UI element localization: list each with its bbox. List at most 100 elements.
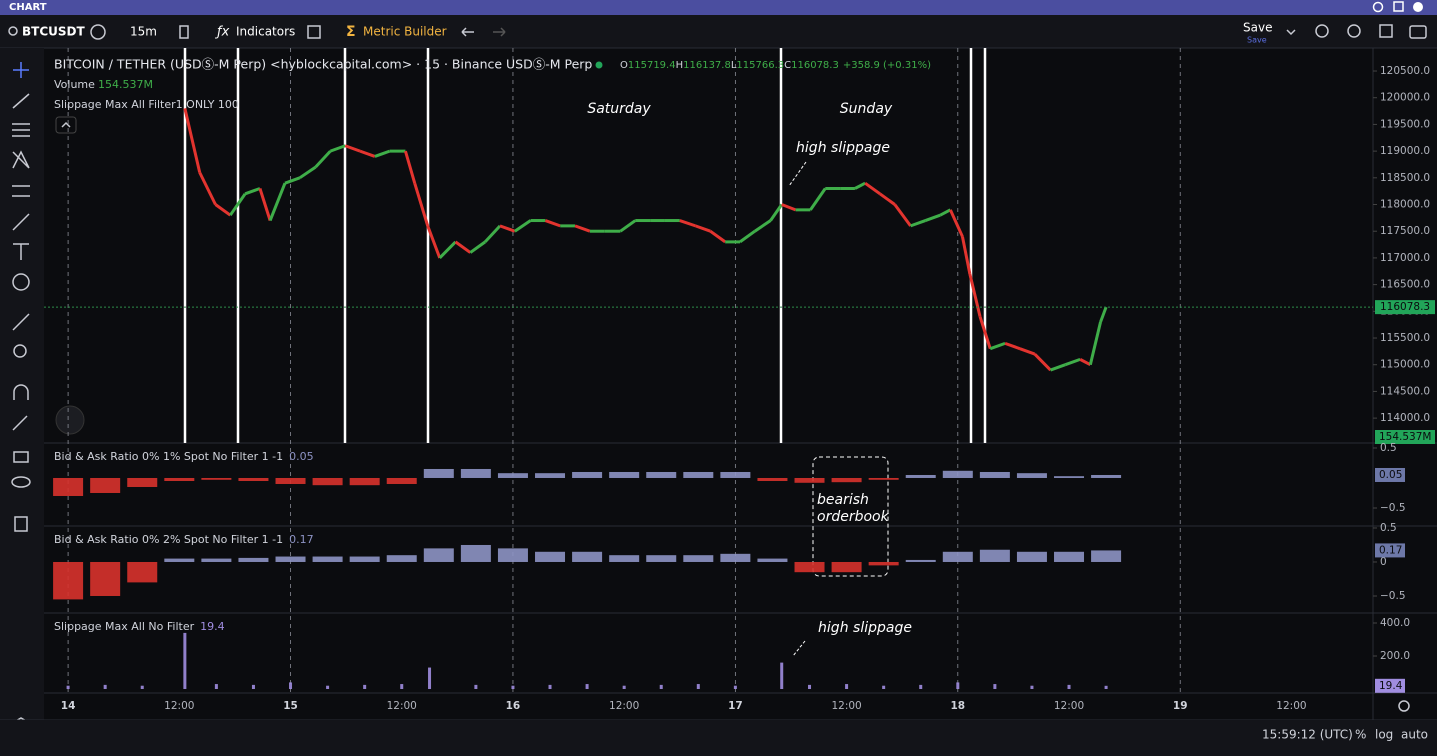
line-tool[interactable] (12, 93, 30, 109)
collapse-button[interactable] (55, 116, 77, 134)
indicator-bar (275, 556, 306, 562)
refresh[interactable] (1372, 1, 1384, 13)
indicator-bar (428, 667, 432, 690)
indicator-bar (460, 544, 491, 562)
fullscreen[interactable] (1379, 24, 1393, 38)
change: +358.9 (+0.31%) (843, 60, 931, 71)
indicator-bar (572, 551, 603, 562)
indicator-bar (993, 684, 997, 690)
y-tick-label: 117000.0 (1380, 252, 1430, 264)
status-bar (0, 720, 1437, 756)
price-segment (1088, 321, 1102, 366)
redo[interactable] (493, 27, 506, 37)
y-tick-label: −0.5 (1380, 590, 1406, 602)
price-segment (939, 208, 952, 217)
auto-toggle[interactable]: auto (1401, 728, 1428, 742)
annotation: Saturday (587, 101, 651, 117)
window-controls[interactable] (1372, 1, 1424, 13)
indicator-bar (238, 477, 269, 481)
price-segment (513, 219, 532, 233)
indicator-bar (53, 477, 84, 496)
clock: 15:59:12 (UTC) (1262, 728, 1353, 742)
indicator-bar (535, 551, 566, 562)
annotation: high slippage (818, 620, 912, 636)
price-segment (544, 219, 561, 228)
quick-search[interactable] (1315, 24, 1329, 38)
price-segment (753, 219, 772, 233)
indicator-bar (609, 471, 640, 478)
ohlc-key: H (676, 60, 684, 71)
pane-value: 19.4 (200, 620, 225, 633)
indicator-bar (780, 662, 784, 690)
pattern-tool[interactable] (12, 150, 30, 169)
price-segment (978, 316, 992, 350)
indicator-bar (696, 684, 700, 690)
indicator-bar (460, 468, 491, 478)
indicator-bar (127, 477, 158, 487)
price-segment (438, 240, 457, 259)
lock-tool[interactable] (13, 451, 29, 463)
screenshot[interactable] (1409, 25, 1427, 39)
price-segment (960, 236, 972, 275)
trash-tool[interactable] (14, 516, 28, 532)
save-menu[interactable] (1286, 29, 1296, 36)
value-tag (1375, 678, 1405, 693)
symbol[interactable]: BTCUSDT (22, 25, 85, 39)
add-symbol[interactable] (90, 24, 106, 40)
indicator-bar (794, 477, 825, 483)
indicator-bar (90, 561, 121, 596)
lock-drawings[interactable] (12, 415, 28, 431)
indicator-bar (1104, 685, 1108, 690)
ruler-tool[interactable] (12, 313, 30, 331)
search-icon[interactable] (8, 26, 18, 36)
emoji-tool[interactable] (12, 273, 30, 291)
interval[interactable]: 15m (130, 25, 157, 39)
price-segment (404, 150, 417, 184)
live-dot (595, 61, 603, 69)
logo (55, 405, 85, 435)
text-tool[interactable] (13, 243, 29, 260)
price-segment (1004, 341, 1021, 351)
indicators[interactable]: Indicators (236, 25, 295, 39)
price-segment (695, 224, 711, 233)
value-tag-label: 0.05 (1379, 469, 1402, 481)
indicator-bar (497, 548, 528, 562)
price-segment (769, 203, 783, 222)
chart-type[interactable] (179, 25, 189, 39)
indicator-bar (808, 684, 812, 690)
indicator-bar (90, 477, 121, 493)
metric-builder[interactable]: Metric Builder (363, 25, 447, 39)
magnet-tool[interactable] (13, 384, 29, 400)
indicator-label: Slippage Max All Filter1 ONLY 100 (54, 98, 239, 111)
layouts[interactable] (307, 25, 321, 39)
settings[interactable] (1347, 24, 1361, 38)
indicator-bar (868, 477, 899, 480)
indicator-bar (956, 682, 960, 690)
price-segment (229, 192, 247, 217)
undo[interactable] (461, 27, 474, 37)
crosshair-tool[interactable] (13, 62, 29, 78)
indicator-bar (757, 558, 788, 562)
price-segment (413, 182, 430, 227)
fib-tool[interactable] (12, 123, 30, 137)
percent-toggle[interactable]: % (1355, 728, 1366, 742)
ohlc-legend: O115719.4H116137.8L115766.3C116078.3 +358… (620, 60, 931, 71)
visibility-tool[interactable] (11, 476, 31, 488)
zoom-tool[interactable] (13, 344, 27, 358)
indicator-bar (312, 556, 343, 562)
projection-tool[interactable] (12, 185, 30, 197)
indicator-bar (905, 474, 936, 478)
indicator-bar (720, 471, 751, 478)
price-segment (374, 149, 391, 158)
close[interactable] (1413, 2, 1423, 12)
indicator-bar (979, 471, 1010, 478)
indicator-bar (349, 477, 380, 486)
log-toggle[interactable]: log (1375, 728, 1393, 742)
x-tick-label: 12:00 (1276, 700, 1306, 712)
indicator-bar (919, 684, 923, 690)
brush-tool[interactable] (12, 213, 30, 231)
copy[interactable] (1393, 1, 1404, 12)
save[interactable]: Save (1243, 21, 1272, 35)
axis-settings[interactable] (1398, 700, 1410, 712)
